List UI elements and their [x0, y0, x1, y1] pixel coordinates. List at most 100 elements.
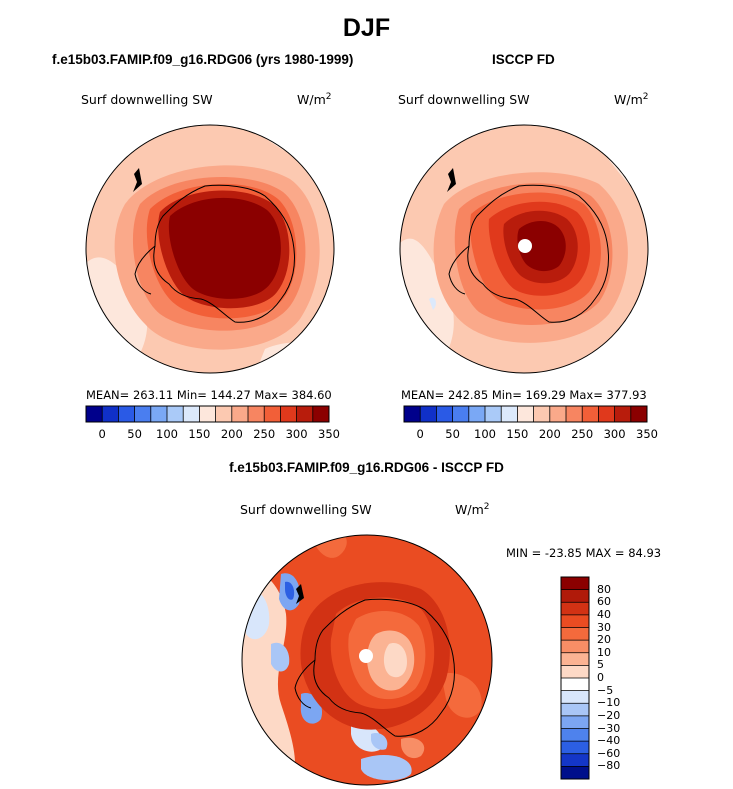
colorbar-swatch — [561, 703, 589, 717]
colorbar-swatch — [561, 589, 589, 603]
colorbar-swatch — [248, 406, 265, 422]
colorbar-tick-label: 50 — [127, 427, 142, 441]
colorbar-tick-label: 350 — [318, 427, 340, 441]
colorbar-swatch — [549, 406, 567, 422]
colorbar-swatch — [561, 728, 589, 742]
colorbar-tick-label: 150 — [188, 427, 211, 441]
colorbar-swatch — [183, 406, 200, 422]
colorbar-swatch — [436, 406, 453, 422]
colorbar-tick-label: 40 — [597, 607, 611, 621]
colorbar-frame — [403, 405, 648, 423]
colorbar-swatch — [167, 406, 184, 422]
panel-1-title: f.e15b03.FAMIP.f09_g16.RDG06 (yrs 1980-1… — [52, 52, 354, 67]
units-exponent: 2 — [642, 92, 649, 102]
panel-2-variable-label: Surf downwelling SW — [398, 92, 530, 107]
colorbar-tick-label: −60 — [597, 746, 621, 760]
panel-2-title: ISCCP FD — [492, 52, 555, 67]
colorbar-swatch — [561, 678, 589, 691]
colorbar-swatch — [420, 406, 437, 422]
colorbar-tick-label: 300 — [285, 427, 308, 441]
colorbar-tick-label: −30 — [597, 721, 621, 735]
colorbar-tick-label: 80 — [597, 582, 611, 596]
colorbar-swatch — [582, 406, 599, 422]
panel-1-units-label: W/m2 — [297, 92, 331, 107]
panel-2-units-label: W/m2 — [614, 92, 648, 107]
panel-3-units-label: W/m2 — [455, 502, 489, 517]
colorbar-swatch — [404, 406, 421, 422]
panel-1-stats: MEAN= 263.11 Min= 144.27 Max= 384.60 — [86, 388, 332, 402]
colorbar-tick-label: 250 — [571, 427, 594, 441]
colorbar-swatch — [231, 406, 249, 422]
colorbar-tick-label: 0 — [98, 427, 106, 441]
colorbar-swatch — [561, 753, 589, 767]
colorbar-swatch — [630, 406, 648, 422]
colorbar-swatch — [561, 665, 589, 679]
colorbar-swatch — [118, 406, 135, 422]
colorbar-swatch — [296, 406, 314, 422]
colorbar-swatch — [102, 406, 119, 422]
colorbar-swatch — [215, 406, 233, 422]
colorbar-tick-label: 50 — [445, 427, 460, 441]
colorbar-frame — [85, 405, 330, 423]
colorbar-tick-label: 100 — [474, 427, 496, 441]
colorbar-tick-label: 350 — [636, 427, 658, 441]
colorbar-tick-label: 200 — [220, 427, 243, 441]
panel-3-variable-label: Surf downwelling SW — [240, 502, 372, 517]
colorbar-frame — [560, 576, 590, 780]
colorbar-swatch — [561, 715, 589, 729]
colorbar-swatch — [561, 640, 589, 654]
units-exponent: 2 — [483, 502, 490, 512]
colorbar-swatch — [150, 406, 168, 422]
colorbar-swatch — [485, 406, 502, 422]
colorbar-tick-label: −10 — [597, 696, 621, 710]
panel-3-colorbar-ticks: 80 60 40 30 20 10 5 0 −5 −10 −20 −30 −40 −60 −80 — [595, 577, 635, 779]
colorbar-swatch — [312, 406, 330, 422]
colorbar-swatch — [561, 614, 589, 628]
colorbar-tick-label: 60 — [597, 595, 611, 609]
colorbar-tick-label: −20 — [597, 708, 621, 722]
panel-2-colorbar — [403, 405, 648, 423]
figure-title: DJF — [342, 14, 391, 42]
panel-3-polar-map — [241, 534, 493, 786]
colorbar-swatch — [468, 406, 486, 422]
colorbar-tick-label: −40 — [597, 734, 621, 748]
colorbar-tick-label: 100 — [156, 427, 178, 441]
colorbar-tick-label: 0 — [416, 427, 424, 441]
colorbar-swatch — [452, 406, 470, 422]
colorbar-swatch — [533, 406, 551, 422]
colorbar-swatch — [614, 406, 632, 422]
colorbar-swatch — [561, 577, 589, 590]
colorbar-tick-label: 250 — [253, 427, 276, 441]
colorbar-swatch — [561, 627, 589, 641]
colorbar-swatch — [561, 652, 589, 666]
colorbar-tick-label: 200 — [538, 427, 561, 441]
colorbar-tick-label: 10 — [597, 645, 611, 659]
units-base: W/m — [614, 92, 643, 108]
panel-3-title: f.e15b03.FAMIP.f09_g16.RDG06 - ISCCP FD — [229, 460, 504, 475]
units-base: W/m — [297, 92, 326, 108]
colorbar-tick-label: 30 — [597, 620, 611, 634]
colorbar-swatch — [561, 766, 589, 780]
panel-1-polar-map — [85, 124, 335, 374]
colorbar-swatch — [501, 406, 518, 422]
colorbar-tick-label: 0 — [597, 671, 604, 684]
panel-1-colorbar — [85, 405, 330, 423]
units-exponent: 2 — [325, 92, 332, 102]
colorbar-swatch — [598, 406, 615, 422]
colorbar-swatch — [517, 406, 534, 422]
panel-2-polar-map — [399, 124, 649, 374]
colorbar-tick-label: 5 — [597, 658, 604, 672]
panel-1-variable-label: Surf downwelling SW — [81, 92, 213, 107]
colorbar-tick-label: 150 — [506, 427, 529, 441]
units-base: W/m — [455, 502, 484, 518]
colorbar-swatch — [280, 406, 297, 422]
colorbar-tick-label: 300 — [603, 427, 626, 441]
colorbar-tick-label: −5 — [597, 683, 614, 697]
colorbar-swatch — [199, 406, 216, 422]
panel-1-colorbar-ticks: 0 50 100 150 200 250 300 350 — [86, 427, 340, 441]
colorbar-swatch — [566, 406, 583, 422]
colorbar-swatch — [561, 602, 589, 616]
colorbar-tick-label: −80 — [597, 759, 621, 773]
colorbar-swatch — [134, 406, 152, 422]
colorbar-tick-label: 20 — [597, 633, 611, 647]
